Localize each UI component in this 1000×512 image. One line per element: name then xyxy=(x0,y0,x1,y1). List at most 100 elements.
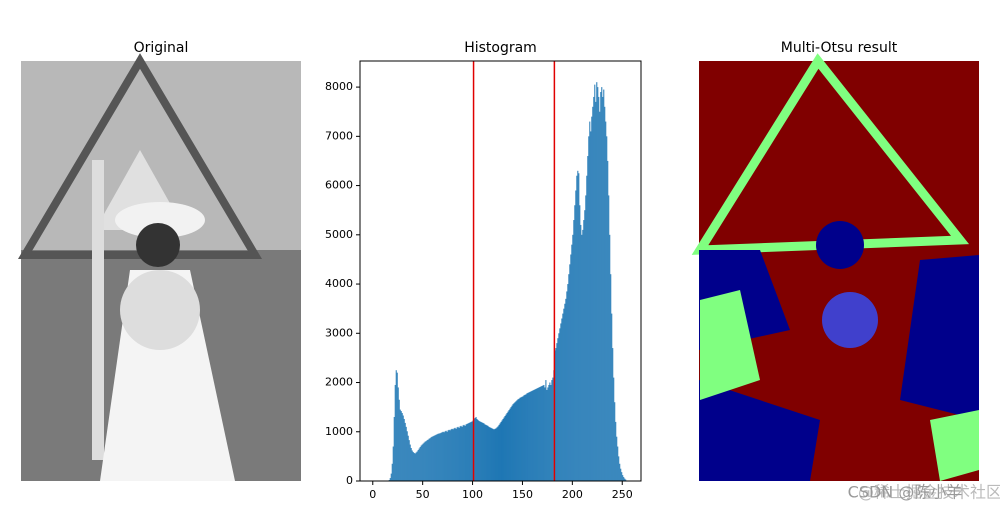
hist-bar xyxy=(569,264,571,481)
hist-bar xyxy=(543,384,545,481)
hist-bar xyxy=(416,451,418,481)
hist-bar xyxy=(487,425,489,481)
hist-bar xyxy=(545,380,547,481)
hist-bar xyxy=(492,428,494,481)
hist-bar xyxy=(600,92,602,481)
hist-bar xyxy=(567,284,569,481)
hist-bar xyxy=(559,328,561,481)
hist-bar xyxy=(601,87,603,481)
hist-bar xyxy=(409,444,411,481)
hist-bar xyxy=(491,428,493,481)
hist-bar xyxy=(576,175,578,482)
hist-bar xyxy=(529,391,531,481)
hist-bar xyxy=(591,116,593,482)
hist-bar xyxy=(500,421,502,481)
hist-bar xyxy=(441,432,443,481)
otsu-image xyxy=(691,53,979,481)
y-tick-label: 3000 xyxy=(325,326,353,339)
hist-bar xyxy=(493,429,495,481)
hist-bar xyxy=(570,254,572,481)
hist-bar xyxy=(403,418,405,481)
hist-bar xyxy=(420,445,422,481)
y-tick-label: 1000 xyxy=(325,425,353,438)
x-tick-label: 200 xyxy=(562,488,583,501)
hist-bar xyxy=(513,403,515,481)
hist-bar xyxy=(391,463,393,481)
hist-bar xyxy=(551,380,553,481)
hist-bar xyxy=(444,431,446,481)
hist-bar xyxy=(590,131,592,481)
hist-bar xyxy=(604,106,606,482)
hist-bar xyxy=(510,407,512,481)
hist-bar xyxy=(582,229,584,481)
panel-title: Multi-Otsu result xyxy=(781,40,898,56)
hist-bar xyxy=(618,456,620,481)
hist-bar xyxy=(555,348,557,481)
hist-bar xyxy=(532,390,534,481)
hist-bar xyxy=(439,433,441,481)
hist-bar xyxy=(578,173,580,481)
hist-bar xyxy=(446,431,448,481)
hist-bar xyxy=(556,343,558,481)
hist-bar xyxy=(531,390,533,481)
hist-bar xyxy=(451,428,453,481)
x-tick-label: 50 xyxy=(416,488,430,501)
hist-bar xyxy=(430,437,432,481)
watermark: @稀土掘金技术社区 xyxy=(858,483,1000,502)
hist-bar xyxy=(519,397,521,481)
hist-bar xyxy=(550,384,552,481)
hist-bar xyxy=(603,89,605,481)
hist-bar xyxy=(431,436,433,481)
hist-bar xyxy=(566,291,568,481)
hist-bar xyxy=(508,410,510,481)
hist-bar xyxy=(511,405,513,481)
hist-bar xyxy=(478,420,480,481)
hist-bar xyxy=(594,84,596,482)
hist-bar xyxy=(624,478,626,481)
hist-bar xyxy=(485,424,487,481)
hist-bar xyxy=(562,313,564,481)
hist-bar xyxy=(547,387,549,481)
hist-bar xyxy=(443,432,445,481)
hist-bar xyxy=(501,420,503,481)
y-tick-label: 0 xyxy=(346,474,353,487)
hist-bar xyxy=(515,401,517,481)
hist-bar xyxy=(509,408,511,481)
hist-bar xyxy=(456,427,458,481)
x-tick-label: 250 xyxy=(612,488,633,501)
hist-bar xyxy=(406,431,408,481)
hist-bar xyxy=(536,388,538,481)
hist-bar xyxy=(585,195,587,482)
hist-bar xyxy=(616,436,618,481)
hist-bar xyxy=(496,427,498,481)
hist-bar xyxy=(442,431,444,481)
hist-bar xyxy=(539,386,541,481)
hist-bar xyxy=(595,101,597,481)
hist-bar xyxy=(470,421,472,481)
hist-bar xyxy=(525,394,527,481)
hist-bar xyxy=(421,444,423,481)
hist-bar xyxy=(413,452,415,481)
hist-bar xyxy=(459,426,461,481)
hist-bar xyxy=(544,387,546,481)
hist-bar xyxy=(497,426,499,481)
hist-bar xyxy=(393,416,395,481)
hist-bar xyxy=(469,422,471,481)
hist-bar xyxy=(580,224,582,482)
hist-bar xyxy=(471,421,473,481)
hist-bar xyxy=(453,428,455,481)
hist-bar xyxy=(475,416,477,481)
hist-bar xyxy=(429,438,431,481)
hist-bar xyxy=(427,439,429,481)
hist-bar xyxy=(584,210,586,481)
hist-bar xyxy=(558,333,560,481)
hist-bar xyxy=(454,427,456,481)
hist-bar xyxy=(425,441,427,481)
hist-bar xyxy=(419,447,421,481)
hist-bar xyxy=(608,195,610,482)
hist-bar xyxy=(465,424,467,481)
hist-bar xyxy=(450,429,452,481)
hist-bar xyxy=(521,396,523,481)
hist-bar xyxy=(568,274,570,481)
